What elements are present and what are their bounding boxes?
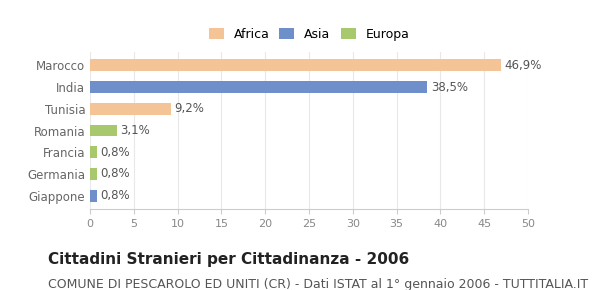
Text: COMUNE DI PESCAROLO ED UNITI (CR) - Dati ISTAT al 1° gennaio 2006 - TUTTITALIA.I: COMUNE DI PESCAROLO ED UNITI (CR) - Dati… (48, 278, 588, 290)
Text: 9,2%: 9,2% (174, 102, 204, 115)
Text: 38,5%: 38,5% (431, 81, 468, 94)
Bar (90, 190, 97, 202)
Text: 0,8%: 0,8% (101, 189, 130, 202)
Legend: Africa, Asia, Europa: Africa, Asia, Europa (205, 24, 413, 44)
Text: 46,9%: 46,9% (505, 59, 542, 72)
Text: 3,1%: 3,1% (121, 124, 151, 137)
Bar (90, 59, 501, 71)
Bar (90, 124, 117, 137)
Text: 0,8%: 0,8% (101, 167, 130, 180)
Bar (90, 146, 97, 158)
Bar (90, 103, 170, 115)
Bar (90, 81, 427, 93)
Bar (90, 168, 97, 180)
Text: Cittadini Stranieri per Cittadinanza - 2006: Cittadini Stranieri per Cittadinanza - 2… (48, 252, 409, 267)
Text: 0,8%: 0,8% (101, 146, 130, 159)
